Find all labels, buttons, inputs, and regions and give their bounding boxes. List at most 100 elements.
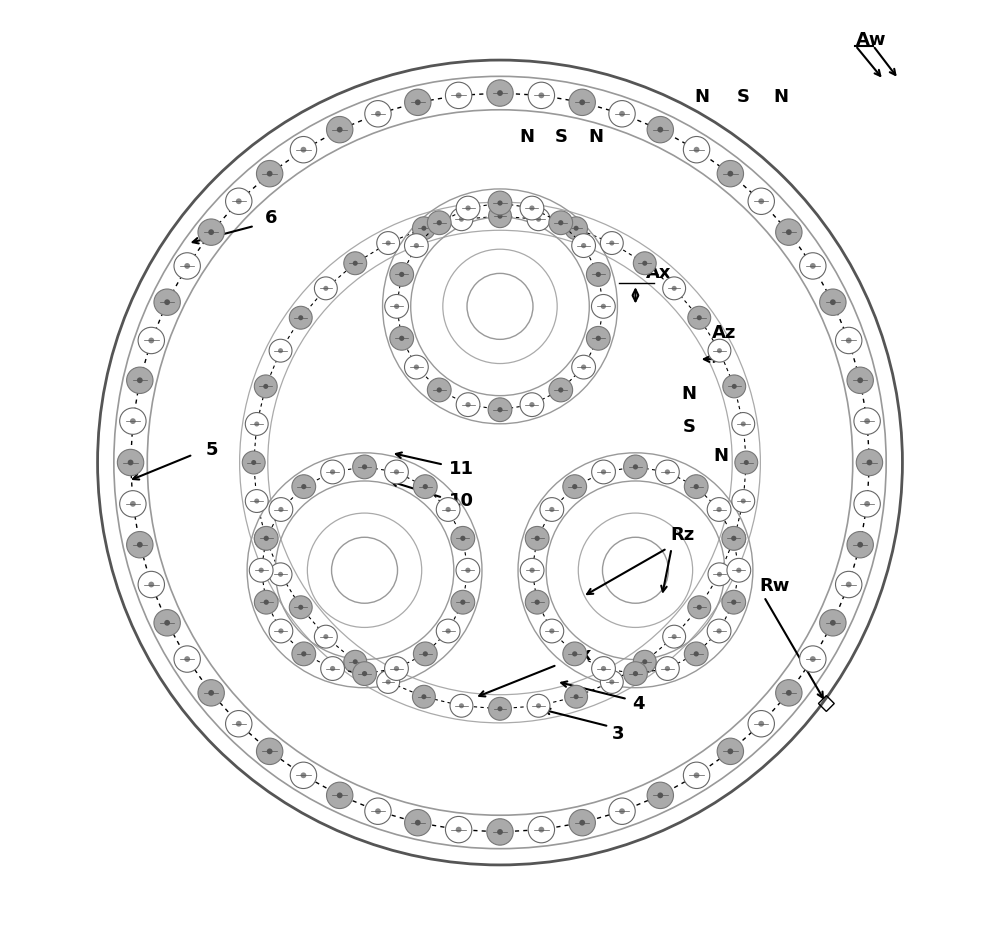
Circle shape — [744, 460, 749, 465]
Circle shape — [830, 620, 836, 625]
Circle shape — [684, 642, 708, 666]
Circle shape — [174, 253, 200, 279]
Circle shape — [465, 205, 471, 211]
Circle shape — [254, 375, 277, 398]
Circle shape — [565, 216, 588, 240]
Circle shape — [208, 229, 214, 235]
Circle shape — [321, 460, 344, 484]
Circle shape — [572, 651, 577, 657]
Circle shape — [242, 451, 265, 474]
Circle shape — [405, 234, 428, 257]
Circle shape — [830, 300, 836, 305]
Circle shape — [254, 422, 259, 426]
Circle shape — [683, 137, 710, 163]
Circle shape — [405, 89, 431, 116]
Circle shape — [405, 355, 428, 379]
Circle shape — [362, 671, 367, 676]
Circle shape — [727, 559, 751, 582]
Circle shape — [405, 809, 431, 836]
Circle shape — [459, 216, 464, 222]
Circle shape — [120, 490, 146, 517]
Circle shape — [385, 294, 409, 318]
Circle shape — [337, 127, 343, 132]
Circle shape — [591, 294, 615, 318]
Circle shape — [683, 762, 710, 788]
Circle shape — [226, 188, 252, 215]
Circle shape — [619, 111, 625, 117]
Circle shape — [198, 219, 224, 245]
Text: 6: 6 — [265, 209, 278, 228]
Circle shape — [301, 772, 306, 778]
Circle shape — [385, 657, 408, 681]
Circle shape — [465, 568, 471, 573]
Circle shape — [290, 137, 317, 163]
Circle shape — [688, 596, 711, 619]
Circle shape — [263, 536, 268, 541]
Circle shape — [436, 498, 460, 522]
Circle shape — [727, 171, 733, 177]
Circle shape — [415, 820, 421, 826]
Circle shape — [748, 710, 774, 737]
Text: Rw: Rw — [760, 576, 790, 595]
Circle shape — [540, 619, 564, 643]
Circle shape — [254, 499, 259, 503]
Circle shape — [569, 809, 595, 836]
Circle shape — [269, 619, 293, 643]
Circle shape — [528, 82, 555, 108]
Circle shape — [427, 211, 451, 235]
Circle shape — [722, 526, 746, 550]
Circle shape — [386, 680, 391, 684]
Circle shape — [565, 685, 588, 709]
Circle shape — [164, 300, 170, 305]
Circle shape — [732, 413, 755, 436]
Circle shape — [656, 657, 679, 681]
Circle shape — [394, 666, 399, 672]
Circle shape — [694, 147, 699, 153]
Circle shape — [456, 559, 480, 582]
Text: Aw: Aw — [856, 31, 887, 49]
Circle shape — [256, 160, 283, 187]
Circle shape — [120, 408, 146, 435]
Circle shape — [421, 226, 426, 230]
Circle shape — [236, 198, 242, 204]
Circle shape — [298, 315, 303, 320]
Circle shape — [323, 286, 328, 290]
Circle shape — [254, 527, 277, 550]
Circle shape — [278, 628, 284, 634]
Circle shape — [581, 243, 586, 248]
Circle shape — [259, 568, 264, 573]
Circle shape — [487, 80, 513, 106]
Circle shape — [723, 375, 746, 398]
Circle shape — [574, 226, 579, 230]
Circle shape — [732, 384, 737, 388]
Circle shape — [574, 695, 579, 699]
Circle shape — [800, 253, 826, 279]
Circle shape — [456, 393, 480, 416]
Circle shape — [697, 605, 702, 610]
Circle shape — [642, 261, 647, 265]
Circle shape — [731, 599, 736, 605]
Circle shape — [707, 619, 731, 643]
Circle shape — [362, 464, 367, 470]
Circle shape — [353, 261, 358, 265]
Circle shape — [786, 229, 792, 235]
Circle shape — [390, 327, 414, 351]
Circle shape — [572, 355, 595, 379]
Circle shape — [236, 721, 242, 727]
Circle shape — [633, 464, 638, 470]
Circle shape — [520, 196, 544, 220]
Text: 4: 4 — [632, 695, 645, 712]
Circle shape — [600, 231, 623, 254]
Circle shape — [314, 277, 337, 300]
Circle shape — [758, 721, 764, 727]
Circle shape — [535, 536, 540, 541]
Circle shape — [776, 680, 802, 706]
Circle shape — [735, 451, 758, 474]
Circle shape — [427, 378, 451, 401]
Circle shape — [323, 635, 328, 639]
Text: 10: 10 — [449, 492, 474, 511]
Circle shape — [245, 489, 268, 512]
Circle shape — [456, 92, 462, 98]
Circle shape — [741, 499, 746, 503]
Circle shape — [538, 92, 544, 98]
